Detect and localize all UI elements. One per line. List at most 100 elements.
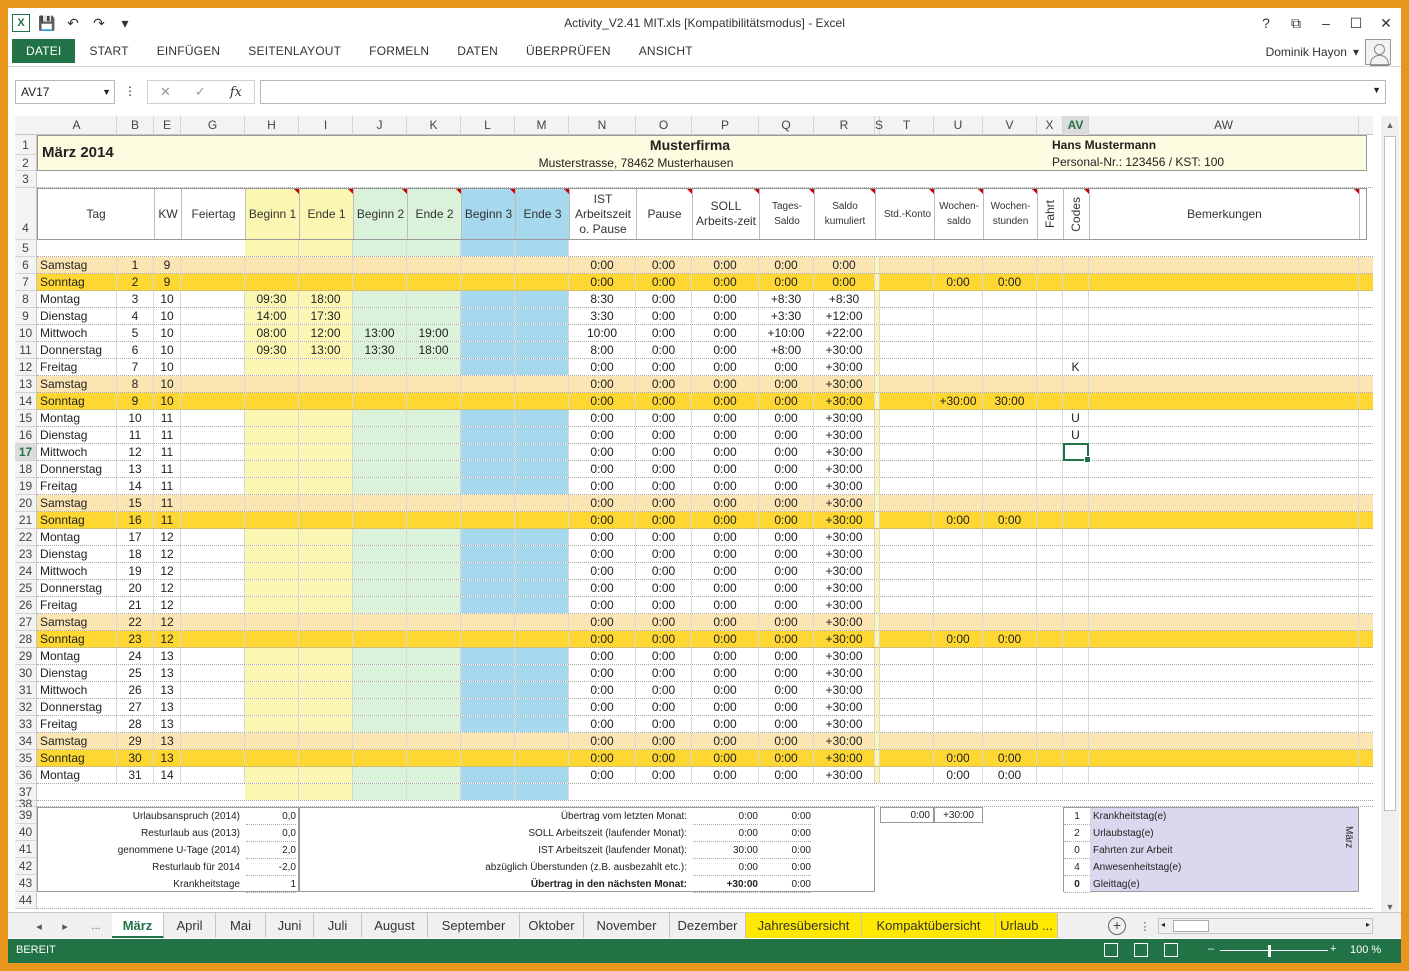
beginn-2-cell[interactable] xyxy=(353,597,407,613)
beginn-2-cell[interactable] xyxy=(353,359,407,375)
ende-3-cell[interactable] xyxy=(515,393,569,409)
ende-2-cell[interactable] xyxy=(407,512,461,528)
saldo-cell[interactable]: +30:00 xyxy=(814,767,875,783)
column-header[interactable]: U xyxy=(934,116,983,135)
pause-cell[interactable]: 0:00 xyxy=(636,308,692,324)
soll-cell[interactable]: 0:00 xyxy=(692,342,759,358)
kw-cell[interactable]: 14 xyxy=(154,767,181,783)
tages-saldo-cell[interactable]: +10:00 xyxy=(759,325,814,341)
cell[interactable] xyxy=(353,784,407,800)
ist-cell[interactable]: 0:00 xyxy=(569,359,636,375)
feiertag-cell[interactable] xyxy=(181,733,245,749)
ende-2-cell[interactable] xyxy=(407,495,461,511)
code-cell[interactable] xyxy=(1063,257,1089,273)
bemerkungen-cell[interactable] xyxy=(1089,546,1359,562)
tab-view[interactable]: ANSICHT xyxy=(638,44,693,58)
save-icon[interactable]: 💾 xyxy=(38,14,56,31)
wochen-saldo-cell[interactable] xyxy=(934,444,983,460)
row-header[interactable]: 36 xyxy=(15,767,37,784)
tages-saldo-cell[interactable]: 0:00 xyxy=(759,563,814,579)
code-cell[interactable] xyxy=(1063,699,1089,715)
wochen-stunden-cell[interactable] xyxy=(983,376,1037,392)
std-konto-cell[interactable] xyxy=(880,563,934,579)
wochen-stunden-cell[interactable] xyxy=(983,257,1037,273)
saldo-cell[interactable]: +30:00 xyxy=(814,597,875,613)
std-konto-cell[interactable] xyxy=(880,682,934,698)
std-konto-cell[interactable] xyxy=(880,291,934,307)
beginn-2-cell[interactable] xyxy=(353,427,407,443)
tages-saldo-cell[interactable]: 0:00 xyxy=(759,665,814,681)
bemerkungen-cell[interactable] xyxy=(1089,665,1359,681)
day-number-cell[interactable]: 26 xyxy=(117,682,154,698)
kw-cell[interactable]: 11 xyxy=(154,444,181,460)
code-cell[interactable] xyxy=(1063,529,1089,545)
ist-cell[interactable]: 0:00 xyxy=(569,444,636,460)
feiertag-cell[interactable] xyxy=(181,682,245,698)
beginn-2-cell[interactable] xyxy=(353,716,407,732)
code-cell[interactable] xyxy=(1063,342,1089,358)
row-header[interactable]: 4 xyxy=(15,188,37,240)
beginn-2-cell[interactable] xyxy=(353,529,407,545)
std-konto-cell[interactable] xyxy=(880,716,934,732)
soll-cell[interactable]: 0:00 xyxy=(692,580,759,596)
summary-value[interactable]: 1 xyxy=(246,876,296,893)
saldo-cell[interactable]: +30:00 xyxy=(814,614,875,630)
fahrt-cell[interactable] xyxy=(1037,597,1063,613)
ende-1-cell[interactable] xyxy=(299,274,353,290)
wochen-stunden-cell[interactable] xyxy=(983,614,1037,630)
ist-cell[interactable]: 0:00 xyxy=(569,495,636,511)
ende-1-cell[interactable] xyxy=(299,359,353,375)
ende-2-cell[interactable] xyxy=(407,614,461,630)
ende-3-cell[interactable] xyxy=(515,376,569,392)
std-konto-cell[interactable] xyxy=(880,308,934,324)
pause-cell[interactable]: 0:00 xyxy=(636,427,692,443)
row-header[interactable]: 8 xyxy=(15,291,37,308)
bemerkungen-cell[interactable] xyxy=(1089,410,1359,426)
ende-1-cell[interactable] xyxy=(299,580,353,596)
ende-2-cell[interactable] xyxy=(407,529,461,545)
wochen-saldo-cell[interactable] xyxy=(934,427,983,443)
feiertag-cell[interactable] xyxy=(181,359,245,375)
wochen-saldo-cell[interactable] xyxy=(934,546,983,562)
pause-cell[interactable]: 0:00 xyxy=(636,342,692,358)
spacer-cell[interactable] xyxy=(875,461,880,477)
ende-3-cell[interactable] xyxy=(515,767,569,783)
tages-saldo-cell[interactable]: 0:00 xyxy=(759,529,814,545)
beginn-2-cell[interactable] xyxy=(353,308,407,324)
day-name-cell[interactable]: Mittwoch xyxy=(37,444,117,460)
ende-1-cell[interactable]: 13:00 xyxy=(299,342,353,358)
day-number-cell[interactable]: 8 xyxy=(117,376,154,392)
row-header[interactable]: 15 xyxy=(15,410,37,427)
ist-cell[interactable]: 0:00 xyxy=(569,274,636,290)
ist-cell[interactable]: 8:30 xyxy=(569,291,636,307)
tages-saldo-cell[interactable]: 0:00 xyxy=(759,767,814,783)
bemerkungen-cell[interactable] xyxy=(1089,461,1359,477)
ende-1-cell[interactable] xyxy=(299,376,353,392)
ende-2-cell[interactable] xyxy=(407,699,461,715)
ende-2-cell[interactable] xyxy=(407,546,461,562)
soll-cell[interactable]: 0:00 xyxy=(692,546,759,562)
saldo-cell[interactable]: +30:00 xyxy=(814,410,875,426)
wochen-saldo-cell[interactable] xyxy=(934,597,983,613)
day-name-cell[interactable]: Mittwoch xyxy=(37,682,117,698)
row-header[interactable]: 6 xyxy=(15,257,37,274)
summary-value[interactable]: 0:00 xyxy=(760,842,811,859)
tab-formulas[interactable]: FORMELN xyxy=(369,44,430,58)
day-number-cell[interactable]: 14 xyxy=(117,478,154,494)
spacer-cell[interactable] xyxy=(875,580,880,596)
std-konto-cell[interactable] xyxy=(880,529,934,545)
soll-cell[interactable]: 0:00 xyxy=(692,291,759,307)
ende-1-cell[interactable] xyxy=(299,733,353,749)
beginn-1-cell[interactable] xyxy=(245,665,299,681)
beginn-1-cell[interactable] xyxy=(245,478,299,494)
saldo-cell[interactable]: +30:00 xyxy=(814,733,875,749)
std-konto-cell[interactable] xyxy=(880,376,934,392)
wochen-stunden-cell[interactable]: 0:00 xyxy=(983,750,1037,766)
sheet-tab-10[interactable]: Dezember xyxy=(670,913,746,938)
ende-2-cell[interactable] xyxy=(407,257,461,273)
day-number-cell[interactable]: 10 xyxy=(117,410,154,426)
beginn-1-cell[interactable] xyxy=(245,614,299,630)
saldo-cell[interactable]: +30:00 xyxy=(814,563,875,579)
wochen-stunden-cell[interactable] xyxy=(983,597,1037,613)
kw-cell[interactable]: 13 xyxy=(154,682,181,698)
